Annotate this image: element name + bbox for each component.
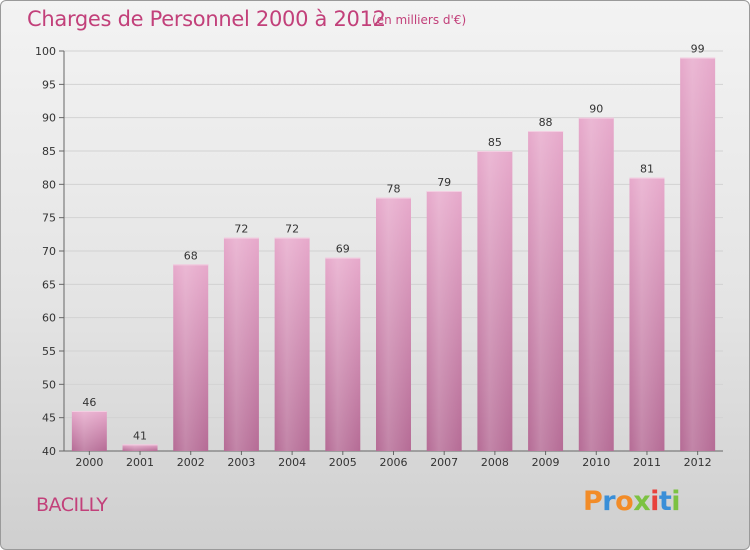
data-label: 68 — [184, 249, 198, 262]
bar-shine — [71, 411, 107, 451]
data-label: 88 — [539, 116, 553, 129]
y-tick-label: 80 — [42, 178, 56, 191]
y-tick-label: 45 — [42, 412, 56, 425]
logo-letter: P — [583, 486, 603, 517]
y-tick-label: 60 — [42, 312, 56, 325]
bar-shine — [578, 117, 614, 452]
logo-letter: t — [658, 486, 672, 517]
x-tick-label: 2005 — [329, 456, 357, 469]
bar-shine — [477, 151, 513, 451]
logo-letter: o — [615, 486, 634, 517]
logo-letter: i — [671, 486, 681, 517]
x-tick-label: 2012 — [684, 456, 712, 469]
data-label: 85 — [488, 136, 502, 149]
proxiti-logo[interactable]: Proxiti — [583, 486, 681, 517]
bar-shine — [426, 191, 462, 451]
x-tick-label: 2010 — [582, 456, 610, 469]
data-label: 69 — [336, 243, 350, 256]
x-tick-label: 2011 — [633, 456, 661, 469]
data-labels: 46 41 68 72 72 69 78 79 85 88 90 81 99 — [82, 43, 704, 443]
x-tick-label: 2004 — [278, 456, 306, 469]
bar-shine — [528, 131, 564, 451]
y-tick-label: 70 — [42, 245, 56, 258]
data-label: 99 — [691, 43, 705, 56]
bars — [71, 57, 716, 452]
bar-shine — [274, 237, 310, 451]
logo-letter: i — [650, 486, 659, 517]
y-tick-label: 90 — [42, 112, 56, 125]
chart-title: Charges de Personnel 2000 à 2012 — [27, 7, 386, 31]
data-label: 72 — [285, 223, 299, 236]
x-tick-label: 2006 — [380, 456, 408, 469]
y-tick-label: 95 — [42, 78, 56, 91]
y-tick-label: 65 — [42, 278, 56, 291]
bar-shine — [325, 257, 361, 451]
x-tick-label: 2009 — [532, 456, 560, 469]
y-tick-label: 100 — [35, 45, 56, 58]
y-tick-label: 40 — [42, 445, 56, 458]
data-label: 78 — [387, 183, 401, 196]
axes: 40 45 50 55 60 65 70 75 80 85 90 95 100 2000 2001 2002 2… — [35, 45, 723, 469]
x-tick-label: 2000 — [75, 456, 103, 469]
data-label: 79 — [437, 176, 451, 189]
bar-shine — [173, 264, 209, 451]
y-tick-label: 50 — [42, 378, 56, 391]
bar-shine — [122, 444, 158, 451]
bar-shine — [629, 177, 665, 451]
bar-shine — [680, 57, 716, 452]
x-tick-label: 2008 — [481, 456, 509, 469]
chart-subtitle: (en milliers d'€) — [372, 13, 467, 27]
place-name: BACILLY — [36, 494, 108, 516]
data-label: 72 — [234, 223, 248, 236]
x-tick-label: 2003 — [227, 456, 255, 469]
x-tick-label: 2007 — [430, 456, 458, 469]
logo-letter: x — [633, 486, 651, 517]
data-label: 41 — [133, 429, 147, 442]
data-label: 90 — [589, 103, 603, 116]
data-label: 46 — [82, 396, 96, 409]
y-tick-label: 55 — [42, 345, 56, 358]
logo-letter: r — [602, 486, 616, 517]
bar-shine — [223, 237, 259, 451]
data-label: 81 — [640, 163, 654, 176]
x-tick-label: 2002 — [177, 456, 205, 469]
y-tick-label: 85 — [42, 145, 56, 158]
x-tick-label: 2001 — [126, 456, 154, 469]
bar-shine — [376, 197, 411, 451]
y-tick-label: 75 — [42, 212, 56, 225]
